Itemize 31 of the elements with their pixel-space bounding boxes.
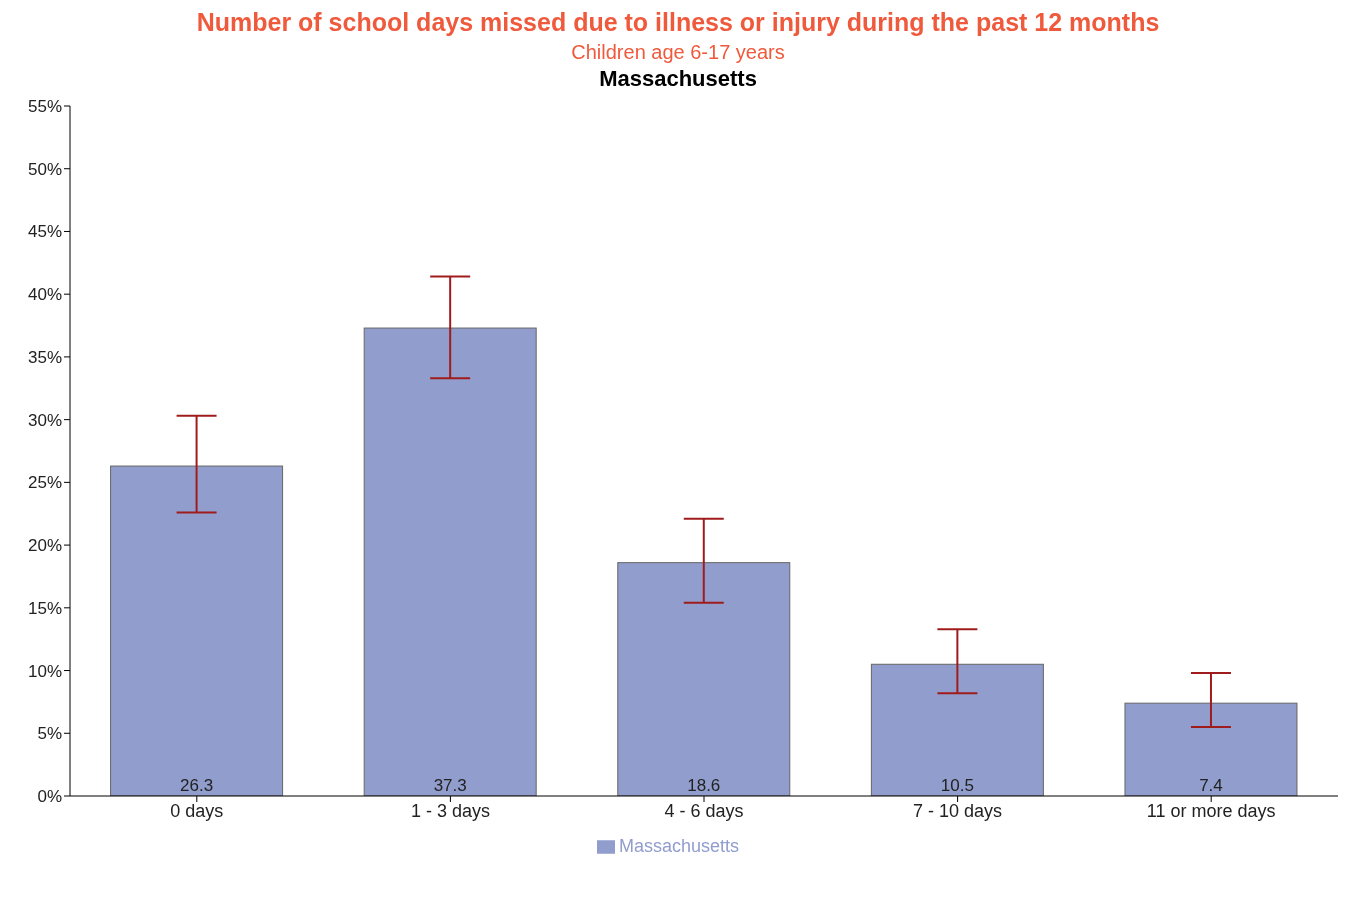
y-tick-label: 55% — [27, 97, 62, 117]
x-tick-label: 1 - 3 days — [410, 800, 490, 821]
y-tick-label: 45% — [27, 222, 62, 242]
y-tick-label: 0% — [37, 787, 62, 807]
legend-label: Massachusetts — [618, 836, 740, 856]
data-label: 26.3 — [180, 776, 214, 795]
x-tick-label: 0 days — [170, 800, 224, 821]
data-label: 7.4 — [1199, 776, 1223, 795]
y-tick-label: 10% — [27, 661, 62, 681]
bar — [110, 465, 284, 796]
bar — [870, 663, 1044, 796]
bar — [617, 562, 791, 796]
x-tick-label: 11 or more days — [1146, 800, 1276, 821]
text: Massachusetts — [598, 66, 758, 92]
y-tick-label: 35% — [27, 347, 62, 367]
x-tick-label: 7 - 10 days — [913, 800, 1003, 821]
chart-subtitle: Children age 6-17 years — [570, 41, 786, 64]
bar — [1124, 702, 1298, 796]
y-tick-label: 15% — [27, 598, 62, 618]
y-tick-label: 40% — [27, 285, 62, 305]
data-label: 10.5 — [940, 776, 974, 795]
chart-title: Number of school days missed due to illness or injury during the past 12 months — [195, 8, 1161, 37]
data-label: 37.3 — [433, 776, 467, 795]
y-tick-label: 25% — [27, 473, 62, 493]
y-tick-label: 30% — [27, 410, 62, 430]
y-tick-label: 50% — [27, 159, 62, 179]
bar — [363, 327, 537, 796]
y-tick-label: 5% — [37, 724, 62, 744]
x-tick-label: 4 - 6 days — [664, 800, 744, 821]
y-tick-label: 20% — [27, 536, 62, 556]
data-label: 18.6 — [687, 776, 721, 795]
